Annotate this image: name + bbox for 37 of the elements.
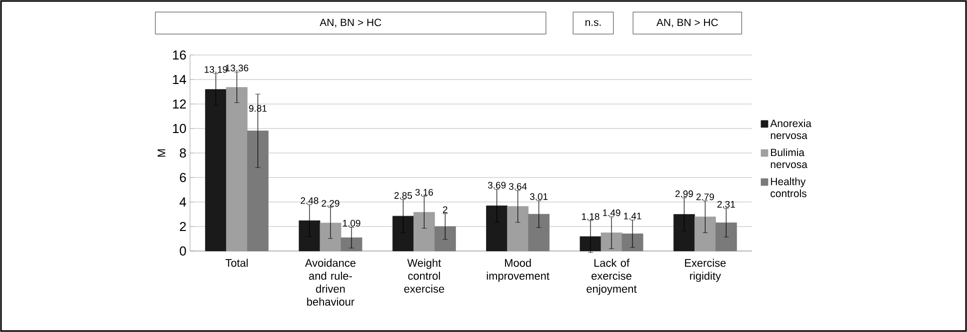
y-tick-label: 8 (180, 148, 186, 158)
legend-label: Anorexia nervosa (770, 119, 812, 140)
data-label: 1.49 (603, 209, 620, 216)
data-label: 1.09 (343, 220, 360, 227)
x-tick-label: Exercise rigidity (685, 258, 726, 282)
data-label: 2 (443, 206, 448, 213)
x-tick-label: Lack of exercise enjoyment (586, 258, 637, 295)
text: AN, BN > HC (320, 18, 382, 28)
x-tick-label: Weight control exercise (404, 258, 444, 293)
data-label: 3.69 (488, 182, 506, 189)
text: n.s. (585, 20, 601, 26)
y-tick-label: 4 (180, 198, 186, 206)
data-label: 2.99 (675, 190, 693, 198)
y-tick-label: 10 (173, 124, 186, 134)
y-tick-label: 6 (180, 172, 186, 182)
data-label: 2.31 (717, 200, 735, 208)
text: AN, BN > HC (656, 18, 718, 28)
y-tick-label: 2 (180, 222, 186, 232)
legend-label: Bulimia nervosa (770, 148, 808, 168)
x-tick-label: Mood improvement (486, 258, 550, 282)
y-tick-label: 12 (173, 99, 186, 109)
data-label: 2.85 (394, 192, 412, 199)
legend-label: Healthy controls (770, 178, 806, 198)
y-tick-label: 0 (180, 246, 186, 256)
data-label: 2.48 (300, 197, 318, 204)
data-label: 3.01 (530, 193, 548, 200)
data-label: 2.29 (322, 200, 340, 207)
data-label: 2.79 (696, 193, 714, 200)
x-tick-label: Total (226, 258, 248, 267)
x-tick-label: Avoidance and rule-driven behaviour (305, 258, 356, 306)
y-tick-label: 16 (173, 50, 186, 60)
data-label: 3.64 (508, 183, 527, 190)
data-label: 3.16 (415, 188, 433, 196)
data-label: 1.18 (582, 213, 600, 220)
y-axis-title: M (158, 149, 166, 157)
data-label: 1.41 (624, 212, 642, 220)
y-tick-label: 14 (173, 75, 186, 84)
